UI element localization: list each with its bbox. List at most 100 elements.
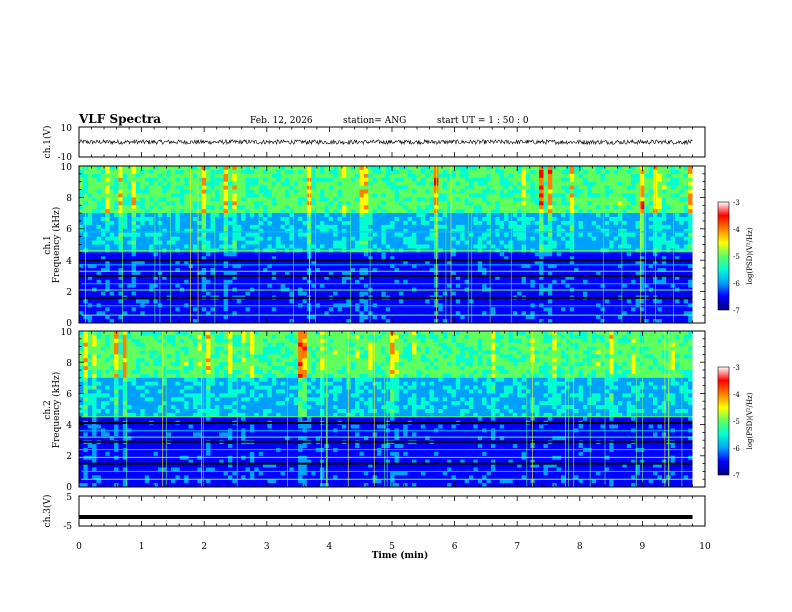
spectrogram-cell [530, 169, 536, 175]
spectrogram-cell [144, 173, 150, 179]
spectrogram-cell [114, 169, 119, 175]
spectrogram-cell [315, 283, 321, 289]
spectrogram-cell [543, 173, 549, 179]
spectrogram-cell [578, 252, 584, 257]
spectrogram-cell [442, 213, 448, 218]
spectrogram-cell [679, 271, 685, 277]
spectrogram-cell [482, 279, 487, 285]
spectrogram-cell [302, 283, 308, 289]
spectrogram-cell [127, 201, 132, 206]
spectrogram-cell [363, 275, 369, 281]
spectrogram-cell [477, 213, 483, 218]
spectrogram-cell [135, 275, 141, 281]
spectrogram-cell [534, 213, 540, 218]
spectrogram-cell [271, 268, 277, 273]
spectrogram-cell [499, 217, 505, 222]
spectrogram-cell [289, 236, 295, 241]
spectrogram-cell [87, 260, 93, 265]
spectrogram-cell [333, 268, 338, 273]
spectrogram-cell [674, 256, 680, 261]
spectrogram-cell [412, 217, 417, 222]
spectrogram-cell [249, 205, 255, 210]
spectrogram-cell [254, 177, 260, 183]
spectrogram-cell [219, 181, 224, 187]
spectrogram-cell [539, 189, 544, 194]
spectrogram-cell [298, 181, 303, 187]
spectrogram-cell [298, 232, 303, 238]
spectrogram-cell [346, 205, 352, 210]
spectrogram-cell [534, 279, 540, 285]
spectrogram-cell [617, 260, 623, 265]
spectrogram-cell [214, 197, 220, 202]
spectrogram-cell [122, 228, 128, 234]
spectrogram-cell [232, 220, 238, 226]
spectrogram-cell [227, 205, 233, 210]
spectrogram-cell [398, 256, 404, 261]
spectrogram-cell [622, 217, 628, 222]
spectrogram-cell [166, 279, 172, 285]
spectrogram-cell [490, 260, 496, 265]
spectrogram-cell [429, 268, 435, 273]
spectrogram-cell [179, 244, 185, 249]
spectrogram-cell [144, 220, 150, 226]
spectrogram-cell [394, 260, 400, 265]
spectrogram-cell [289, 197, 295, 202]
spectrogram-cell [604, 201, 610, 206]
spectrogram-cell [245, 193, 251, 198]
spectrogram-cell [539, 166, 544, 171]
spectrogram-cell [122, 299, 128, 304]
spectrogram-cell [495, 256, 501, 261]
spectrogram-cell [214, 283, 220, 289]
spectrogram-cell [105, 283, 111, 289]
spectrogram-cell [398, 213, 404, 218]
spectrogram-cell [192, 264, 198, 269]
spectrogram-cell [464, 240, 470, 245]
spectrogram-cell [302, 240, 308, 245]
spectrogram-cell [394, 213, 400, 218]
spectrogram-cell [92, 268, 97, 273]
spectrogram-cell [359, 185, 365, 190]
spectrogram-cell [504, 275, 509, 281]
spectrogram-cell [666, 228, 671, 234]
spectrogram-cell [96, 209, 102, 214]
spectrogram-cell [241, 244, 246, 249]
spectrogram-cell [464, 291, 470, 296]
spectrogram-cell [688, 201, 693, 206]
spectrogram-cell [547, 268, 553, 273]
spectrogram-cell [166, 275, 172, 281]
spectrogram-cell [613, 205, 619, 210]
spectrogram-cell [438, 189, 444, 194]
spectrogram-cell [407, 173, 413, 179]
spectrogram-cell [631, 189, 636, 194]
spectrogram-cell [166, 271, 172, 277]
spectrogram-cell [179, 209, 185, 214]
spectrogram-cell [530, 252, 536, 257]
spectrogram-cell [657, 193, 663, 198]
spectrogram-cell [390, 256, 395, 261]
spectrogram-cell [122, 185, 128, 190]
spectrogram-cell [276, 252, 281, 257]
spectrogram-cell [670, 244, 676, 249]
spectrogram-cell [561, 209, 566, 214]
spectrogram-cell [447, 279, 452, 285]
spectrogram-cell [631, 228, 636, 234]
spectrogram-cell [394, 209, 400, 214]
spectrogram-cell [569, 264, 575, 269]
spectrogram-cell [324, 217, 330, 222]
spectrogram-cell [600, 268, 606, 273]
spectrogram-cell [166, 201, 172, 206]
spectrogram-cell [346, 181, 352, 187]
spectrogram-cell [359, 197, 365, 202]
spectrogram-cell [609, 181, 614, 187]
spectrogram-cell [460, 213, 466, 218]
spectrogram-cell [617, 193, 623, 198]
spectrogram-cell [688, 299, 693, 304]
spectrogram-cell [363, 291, 369, 296]
spectrogram-cell [609, 275, 614, 281]
spectrogram-cell [661, 177, 667, 183]
spectrogram-cell [372, 224, 378, 230]
spectrogram-cell [280, 205, 286, 210]
spectrogram-cell [324, 189, 330, 194]
spectrogram-cell [328, 264, 334, 269]
spectrogram-cell [127, 177, 132, 183]
